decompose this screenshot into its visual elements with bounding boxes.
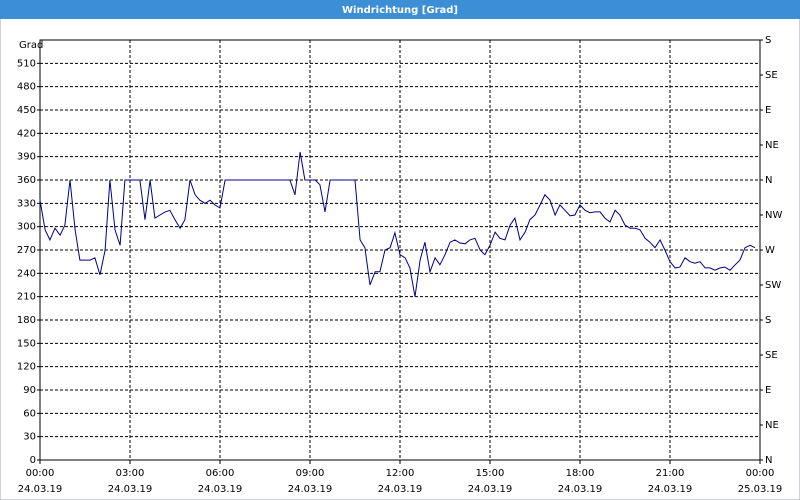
y-axis-label: Grad — [19, 40, 43, 51]
y-tick-label: 240 — [17, 268, 36, 279]
y-tick-label: 30 — [23, 432, 36, 443]
y-tick-label: 360 — [17, 175, 36, 186]
x-tick-label: 00:00 — [746, 468, 775, 479]
y-tick-label: 300 — [17, 222, 36, 233]
x-tick-label: 12:00 — [386, 468, 415, 479]
x-tick-label: 06:00 — [206, 468, 235, 479]
y-tick-label: 60 — [23, 408, 36, 419]
y2-tick-label: S — [765, 35, 771, 46]
x-tick-date: 24.03.19 — [648, 484, 693, 495]
x-tick-date: 24.03.19 — [108, 484, 153, 495]
x-tick-date: 24.03.19 — [18, 484, 63, 495]
y-tick-label: 0 — [30, 455, 36, 466]
y2-tick-label: SE — [765, 350, 778, 361]
x-tick-date: 24.03.19 — [558, 484, 603, 495]
y-tick-label: 480 — [17, 82, 36, 93]
x-tick-date: 24.03.19 — [288, 484, 333, 495]
y-tick-label: 510 — [17, 58, 36, 69]
x-tick-label: 15:00 — [476, 468, 505, 479]
x-tick-label: 09:00 — [296, 468, 325, 479]
y-tick-label: 120 — [17, 362, 36, 373]
y2-tick-label: NE — [765, 420, 779, 431]
chart-title: Windrichtung [Grad] — [342, 5, 458, 16]
x-tick-date: 24.03.19 — [198, 484, 243, 495]
y-tick-label: 90 — [23, 385, 36, 396]
y2-tick-label: N — [765, 455, 772, 466]
x-tick-label: 00:00 — [26, 468, 55, 479]
x-tick-date: 25.03.19 — [738, 484, 783, 495]
y2-tick-label: S — [765, 315, 771, 326]
y2-tick-label: N — [765, 175, 772, 186]
title-bar — [0, 0, 800, 19]
y2-tick-label: E — [765, 105, 771, 116]
x-tick-date: 24.03.19 — [468, 484, 513, 495]
y2-tick-label: NW — [765, 210, 782, 221]
x-tick-date: 24.03.19 — [378, 484, 423, 495]
y-tick-label: 420 — [17, 128, 36, 139]
y-tick-label: 450 — [17, 105, 36, 116]
y-tick-label: 270 — [17, 245, 36, 256]
y2-tick-label: SW — [765, 280, 781, 291]
y-tick-label: 330 — [17, 198, 36, 209]
x-tick-label: 21:00 — [656, 468, 685, 479]
y2-tick-label: E — [765, 385, 771, 396]
y2-tick-label: W — [765, 245, 775, 256]
y2-tick-label: NE — [765, 140, 779, 151]
y-tick-label: 210 — [17, 292, 36, 303]
x-tick-label: 18:00 — [566, 468, 595, 479]
y-tick-label: 180 — [17, 315, 36, 326]
x-tick-label: 03:00 — [116, 468, 145, 479]
y-tick-label: 390 — [17, 152, 36, 163]
y2-tick-label: SE — [765, 70, 778, 81]
y-tick-label: 150 — [17, 338, 36, 349]
data-line — [39, 151, 756, 297]
